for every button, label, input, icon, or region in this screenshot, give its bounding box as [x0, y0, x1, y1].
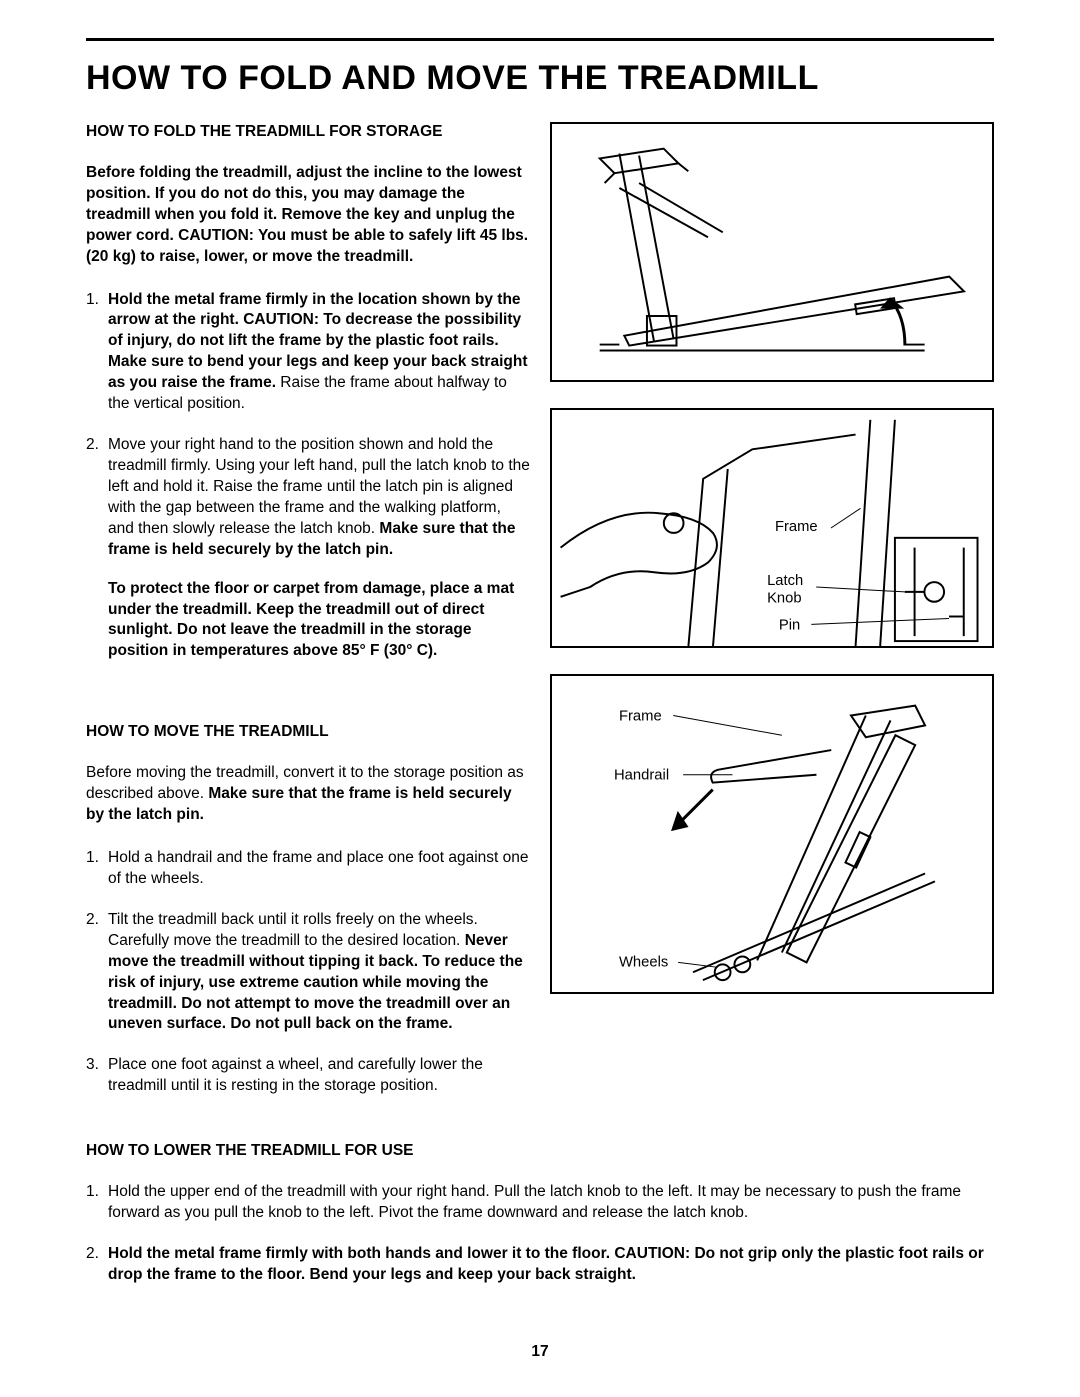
figure-2: Frame Latch Knob Pin [550, 408, 994, 648]
fig3-label-frame: Frame [619, 708, 662, 724]
step-number: 1. [86, 290, 99, 311]
section2-step-3: 3. Place one foot against a wheel, and c… [86, 1055, 530, 1097]
fig2-label-latch: Latch [767, 573, 803, 589]
section2-step-1: 1. Hold a handrail and the frame and pla… [86, 848, 530, 890]
left-column: HOW TO FOLD THE TREADMILL FOR STORAGE Be… [86, 122, 530, 1117]
step2-p2: To protect the floor or carpet from dama… [108, 579, 530, 663]
step-text: Hold the metal frame firmly with both ha… [108, 1245, 984, 1283]
figure-1-svg [552, 124, 992, 380]
step-number: 2. [86, 435, 99, 456]
fig2-label-frame: Frame [775, 519, 818, 535]
section1-heading: HOW TO FOLD THE TREADMILL FOR STORAGE [86, 122, 530, 143]
step-number: 1. [86, 1182, 99, 1203]
page-title: HOW TO FOLD AND MOVE THE TREADMILL [86, 59, 994, 98]
figure-3: Frame Handrail Wheels [550, 674, 994, 994]
section1-step-2: 2. Move your right hand to the position … [86, 435, 530, 662]
fig3-label-handrail: Handrail [614, 768, 669, 784]
fig2-label-pin: Pin [779, 617, 800, 633]
section2-intro: Before moving the treadmill, convert it … [86, 763, 530, 826]
step-number: 2. [86, 1244, 99, 1265]
figure-2-svg: Frame Latch Knob Pin [552, 410, 992, 646]
section3-heading: HOW TO LOWER THE TREADMILL FOR USE [86, 1141, 994, 1162]
figure-1 [550, 122, 994, 382]
section3-step-2: 2. Hold the metal frame firmly with both… [86, 1244, 994, 1286]
figure-3-svg: Frame Handrail Wheels [552, 676, 992, 992]
step-text: Place one foot against a wheel, and care… [108, 1056, 483, 1094]
section3-steps: 1. Hold the upper end of the treadmill w… [86, 1182, 994, 1286]
step2-p1: Move your right hand to the position sho… [108, 435, 530, 561]
step-text: Hold the upper end of the treadmill with… [108, 1183, 961, 1221]
spacer [86, 682, 530, 722]
step-text: Hold a handrail and the frame and place … [108, 849, 529, 887]
right-column: Frame Latch Knob Pin [550, 122, 994, 1117]
section1-intro: Before folding the treadmill, adjust the… [86, 163, 530, 268]
section1-step-1: 1. Hold the metal frame firmly in the lo… [86, 290, 530, 416]
section3-step-1: 1. Hold the upper end of the treadmill w… [86, 1182, 994, 1224]
step-number: 1. [86, 848, 99, 869]
fig3-label-wheels: Wheels [619, 954, 668, 970]
step2-a: Tilt the treadmill back until it rolls f… [108, 911, 478, 949]
step-number: 2. [86, 910, 99, 931]
section2-steps: 1. Hold a handrail and the frame and pla… [86, 848, 530, 1097]
section2-heading: HOW TO MOVE THE TREADMILL [86, 722, 530, 743]
section2-step-2: 2. Tilt the treadmill back until it roll… [86, 910, 530, 1036]
section1-steps: 1. Hold the metal frame firmly in the lo… [86, 290, 530, 663]
top-rule [86, 38, 994, 41]
bottom-section: HOW TO LOWER THE TREADMILL FOR USE 1. Ho… [86, 1141, 994, 1286]
page-number: 17 [0, 1343, 1080, 1361]
step-number: 3. [86, 1055, 99, 1076]
fig2-label-knob: Knob [767, 591, 801, 607]
two-column-layout: HOW TO FOLD THE TREADMILL FOR STORAGE Be… [86, 122, 994, 1117]
